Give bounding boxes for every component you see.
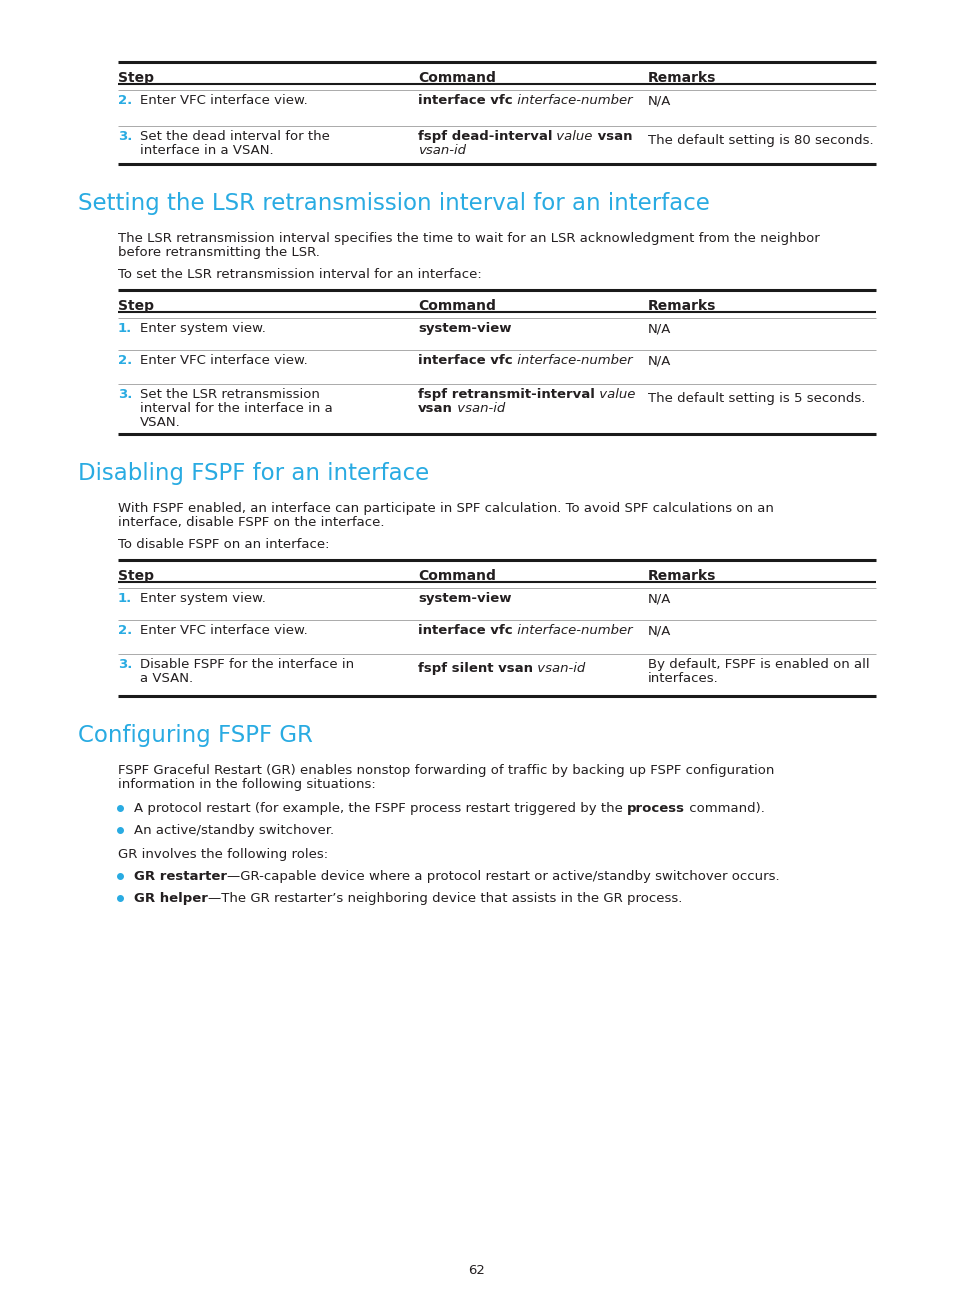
Text: A protocol restart (for example, the FSPF process restart triggered by the: A protocol restart (for example, the FSP… xyxy=(133,802,626,815)
Text: Step: Step xyxy=(118,299,153,314)
Text: To disable FSPF on an interface:: To disable FSPF on an interface: xyxy=(118,538,329,551)
Text: With FSPF enabled, an interface can participate in SPF calculation. To avoid SPF: With FSPF enabled, an interface can part… xyxy=(118,502,773,515)
Text: fspf dead-interval: fspf dead-interval xyxy=(417,130,552,143)
Text: value: value xyxy=(552,130,592,143)
Text: 1.: 1. xyxy=(118,321,132,334)
Text: By default, FSPF is enabled on all: By default, FSPF is enabled on all xyxy=(647,658,869,671)
Text: The default setting is 80 seconds.: The default setting is 80 seconds. xyxy=(647,133,873,146)
Text: vsan: vsan xyxy=(592,130,632,143)
Text: information in the following situations:: information in the following situations: xyxy=(118,778,375,791)
Text: The default setting is 5 seconds.: The default setting is 5 seconds. xyxy=(647,391,864,404)
Text: Set the LSR retransmission: Set the LSR retransmission xyxy=(140,388,319,400)
Text: Remarks: Remarks xyxy=(647,569,716,583)
Text: Command: Command xyxy=(417,71,496,86)
Text: value: value xyxy=(595,388,635,400)
Text: Enter system view.: Enter system view. xyxy=(140,321,266,334)
Text: vsan-id: vsan-id xyxy=(417,144,465,157)
Text: Step: Step xyxy=(118,71,153,86)
Text: interface vfc: interface vfc xyxy=(417,623,512,638)
Text: GR restarter: GR restarter xyxy=(133,870,227,883)
Text: Enter VFC interface view.: Enter VFC interface view. xyxy=(140,95,308,108)
Text: 2.: 2. xyxy=(118,354,132,367)
Text: N/A: N/A xyxy=(647,354,671,367)
Text: 1.: 1. xyxy=(118,592,132,605)
Text: a VSAN.: a VSAN. xyxy=(140,673,193,686)
Text: Disable FSPF for the interface in: Disable FSPF for the interface in xyxy=(140,658,354,671)
Text: process: process xyxy=(626,802,684,815)
Text: N/A: N/A xyxy=(647,95,671,108)
Text: —GR-capable device where a protocol restart or active/standby switchover occurs.: —GR-capable device where a protocol rest… xyxy=(227,870,779,883)
Text: FSPF Graceful Restart (GR) enables nonstop forwarding of traffic by backing up F: FSPF Graceful Restart (GR) enables nonst… xyxy=(118,765,774,778)
Text: Enter VFC interface view.: Enter VFC interface view. xyxy=(140,354,308,367)
Text: interface in a VSAN.: interface in a VSAN. xyxy=(140,144,274,157)
Text: N/A: N/A xyxy=(647,592,671,605)
Text: command).: command). xyxy=(684,802,764,815)
Text: Remarks: Remarks xyxy=(647,71,716,86)
Text: Command: Command xyxy=(417,299,496,314)
Text: N/A: N/A xyxy=(647,321,671,334)
Text: Disabling FSPF for an interface: Disabling FSPF for an interface xyxy=(78,461,429,485)
Text: Set the dead interval for the: Set the dead interval for the xyxy=(140,130,330,143)
Text: The LSR retransmission interval specifies the time to wait for an LSR acknowledg: The LSR retransmission interval specifie… xyxy=(118,232,819,245)
Text: GR helper: GR helper xyxy=(133,892,208,905)
Text: Enter VFC interface view.: Enter VFC interface view. xyxy=(140,623,308,638)
Text: fspf silent vsan: fspf silent vsan xyxy=(417,662,533,675)
Text: Configuring FSPF GR: Configuring FSPF GR xyxy=(78,724,313,746)
Text: N/A: N/A xyxy=(647,623,671,638)
Text: vsan-id: vsan-id xyxy=(533,662,584,675)
Text: interface-number: interface-number xyxy=(512,354,632,367)
Text: vsan: vsan xyxy=(417,402,453,415)
Text: —The GR restarter’s neighboring device that assists in the GR process.: —The GR restarter’s neighboring device t… xyxy=(208,892,681,905)
Text: Step: Step xyxy=(118,569,153,583)
Text: interface-number: interface-number xyxy=(512,95,632,108)
Text: interface vfc: interface vfc xyxy=(417,95,512,108)
Text: VSAN.: VSAN. xyxy=(140,416,180,429)
Text: An active/standby switchover.: An active/standby switchover. xyxy=(133,824,334,837)
Text: GR involves the following roles:: GR involves the following roles: xyxy=(118,848,328,861)
Text: interval for the interface in a: interval for the interface in a xyxy=(140,402,333,415)
Text: interface-number: interface-number xyxy=(512,623,632,638)
Text: 62: 62 xyxy=(468,1264,485,1277)
Text: Enter system view.: Enter system view. xyxy=(140,592,266,605)
Text: Remarks: Remarks xyxy=(647,299,716,314)
Text: Setting the LSR retransmission interval for an interface: Setting the LSR retransmission interval … xyxy=(78,192,709,215)
Text: before retransmitting the LSR.: before retransmitting the LSR. xyxy=(118,246,319,259)
Text: system-view: system-view xyxy=(417,321,511,334)
Text: fspf retransmit-interval: fspf retransmit-interval xyxy=(417,388,595,400)
Text: interfaces.: interfaces. xyxy=(647,673,718,686)
Text: 2.: 2. xyxy=(118,95,132,108)
Text: interface, disable FSPF on the interface.: interface, disable FSPF on the interface… xyxy=(118,516,384,529)
Text: interface vfc: interface vfc xyxy=(417,354,512,367)
Text: 3.: 3. xyxy=(118,388,132,400)
Text: Command: Command xyxy=(417,569,496,583)
Text: 3.: 3. xyxy=(118,130,132,143)
Text: 2.: 2. xyxy=(118,623,132,638)
Text: 3.: 3. xyxy=(118,658,132,671)
Text: vsan-id: vsan-id xyxy=(453,402,504,415)
Text: To set the LSR retransmission interval for an interface:: To set the LSR retransmission interval f… xyxy=(118,268,481,281)
Text: system-view: system-view xyxy=(417,592,511,605)
